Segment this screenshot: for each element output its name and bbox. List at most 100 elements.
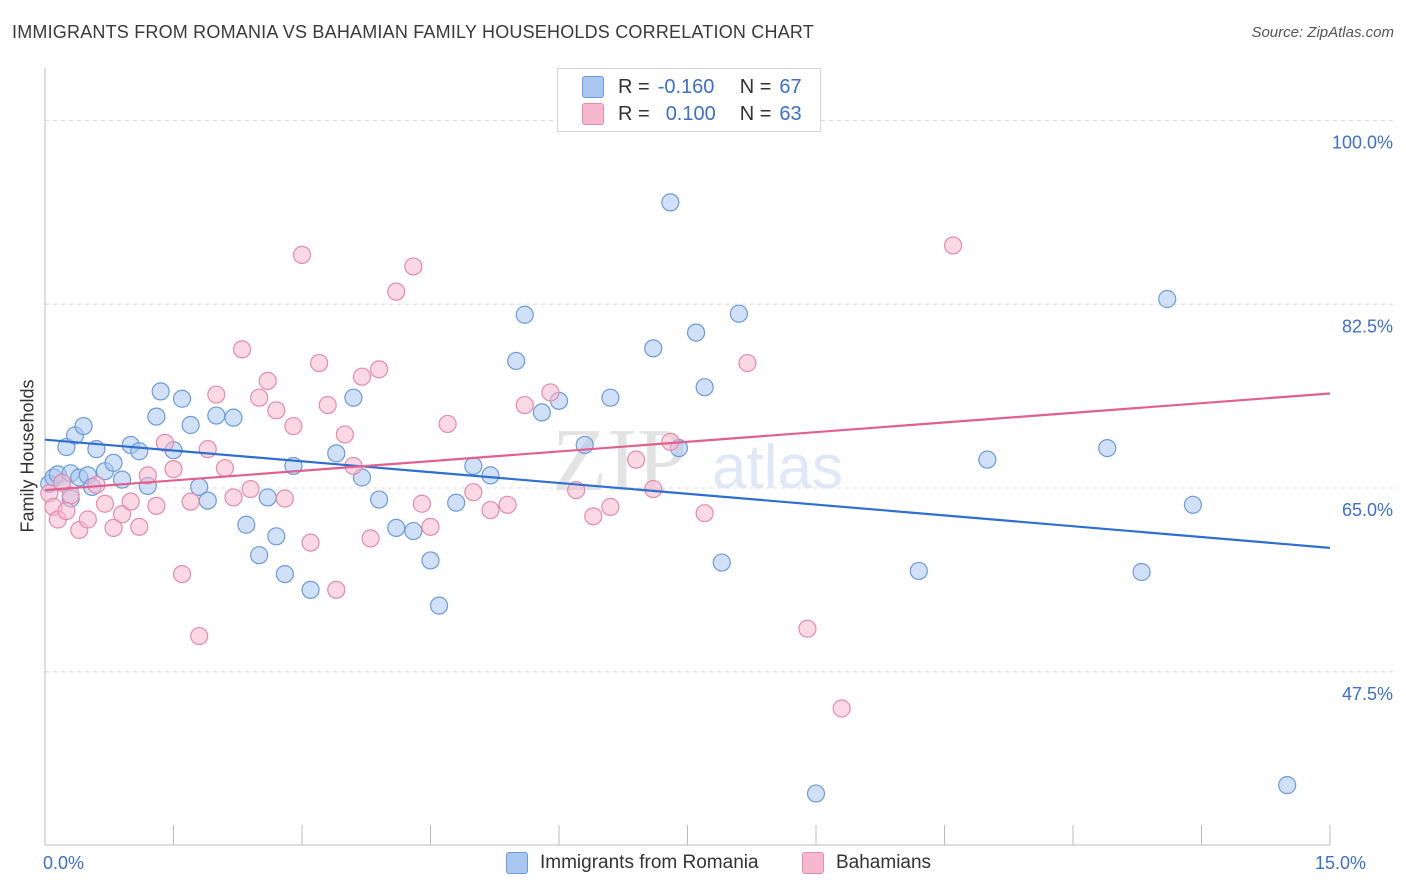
point-bahamians bbox=[207, 385, 226, 404]
chart-source: Source: ZipAtlas.com bbox=[1251, 24, 1394, 41]
legend-r-value: 0.100 bbox=[665, 102, 716, 125]
point-bahamians bbox=[626, 450, 646, 469]
point-bahamians bbox=[310, 353, 329, 373]
point-bahamians bbox=[798, 619, 817, 638]
point-bahamians bbox=[318, 395, 337, 415]
point-bahamians bbox=[284, 416, 303, 436]
point-bahamians bbox=[644, 479, 663, 499]
point-bahamians bbox=[95, 494, 115, 513]
point-bahamians bbox=[57, 502, 76, 521]
bottom-legend-label-bahamians: Bahamians bbox=[836, 852, 932, 873]
point-bahamians bbox=[138, 466, 157, 485]
point-romania bbox=[1183, 495, 1203, 514]
point-romania bbox=[532, 403, 551, 422]
point-bahamians bbox=[155, 433, 175, 452]
x-tick-label: 0.0% bbox=[43, 853, 84, 873]
point-romania bbox=[267, 527, 286, 546]
legend-n-value: 63 bbox=[779, 102, 802, 125]
point-bahamians bbox=[438, 414, 457, 434]
point-romania bbox=[301, 580, 320, 599]
axes bbox=[44, 68, 1331, 846]
legend-r-label: R = bbox=[618, 102, 650, 125]
point-romania bbox=[237, 515, 256, 534]
point-romania bbox=[601, 388, 620, 407]
point-bahamians bbox=[215, 458, 234, 478]
point-romania bbox=[224, 408, 243, 427]
point-bahamians bbox=[464, 483, 483, 502]
trend-line-bahamians bbox=[44, 392, 1331, 492]
y-tick-label: 47.5% bbox=[1342, 684, 1393, 704]
legend-row-bahamians: R = 0.100 N = 63 bbox=[582, 101, 802, 127]
y-tick-label: 82.5% bbox=[1342, 316, 1393, 336]
point-bahamians bbox=[541, 383, 560, 402]
point-bahamians bbox=[370, 360, 389, 379]
point-bahamians bbox=[78, 510, 97, 529]
point-bahamians bbox=[515, 395, 534, 415]
point-bahamians bbox=[232, 340, 252, 359]
point-romania bbox=[74, 416, 93, 436]
point-romania bbox=[387, 518, 406, 538]
point-bahamians bbox=[258, 371, 277, 390]
point-bahamians bbox=[738, 353, 757, 373]
point-bahamians bbox=[412, 494, 432, 513]
point-romania bbox=[729, 304, 749, 323]
point-bahamians bbox=[164, 460, 183, 479]
point-romania bbox=[464, 456, 483, 476]
point-bahamians bbox=[301, 533, 320, 552]
point-bahamians bbox=[172, 564, 192, 584]
tick-labels: 100.0% 82.5% 65.0% 47.5% 0.0% 15.0% bbox=[43, 133, 1393, 874]
point-bahamians bbox=[292, 245, 312, 264]
point-romania bbox=[695, 378, 714, 397]
point-bahamians bbox=[335, 425, 354, 444]
point-bahamians bbox=[481, 500, 500, 520]
x-tick-label: 15.0% bbox=[1315, 853, 1366, 873]
point-bahamians bbox=[352, 367, 372, 386]
point-bahamians bbox=[147, 496, 166, 515]
point-romania bbox=[1132, 562, 1151, 582]
point-romania bbox=[172, 389, 192, 408]
point-bahamians bbox=[224, 488, 243, 507]
legend-swatch-bahamians bbox=[582, 103, 604, 125]
point-romania bbox=[1158, 289, 1177, 309]
bottom-legend-swatch-bahamians bbox=[802, 852, 824, 874]
bottom-legend-bahamians: Bahamians bbox=[802, 852, 931, 874]
point-romania bbox=[404, 521, 423, 541]
legend-n-label: N = bbox=[739, 75, 772, 98]
point-romania bbox=[909, 561, 928, 581]
y-axis-title: Family Households bbox=[17, 379, 38, 533]
point-bahamians bbox=[695, 504, 714, 523]
point-bahamians bbox=[584, 507, 603, 526]
correlation-legend: R = -0.160 N = 67 R = 0.100 N = 63 bbox=[557, 68, 821, 132]
point-romania bbox=[104, 453, 123, 472]
point-bahamians bbox=[241, 479, 260, 499]
point-romania bbox=[207, 406, 226, 425]
legend-r-value: -0.160 bbox=[657, 75, 715, 98]
point-bahamians bbox=[387, 282, 406, 301]
point-bahamians bbox=[112, 505, 132, 524]
point-romania bbox=[644, 339, 663, 358]
point-bahamians bbox=[267, 401, 286, 420]
point-romania bbox=[258, 488, 277, 507]
point-bahamians bbox=[275, 489, 294, 508]
bottom-legend-romania: Immigrants from Romania bbox=[506, 852, 759, 874]
legend-swatch-romania bbox=[582, 76, 604, 98]
trend-line-romania bbox=[44, 438, 1331, 549]
point-romania bbox=[198, 491, 217, 510]
point-romania bbox=[661, 193, 680, 212]
point-romania bbox=[370, 490, 389, 509]
point-romania bbox=[130, 442, 149, 461]
point-bahamians bbox=[601, 497, 620, 516]
point-romania bbox=[481, 466, 500, 485]
point-romania bbox=[344, 388, 363, 407]
point-romania bbox=[515, 305, 534, 324]
point-bahamians bbox=[190, 626, 209, 646]
point-bahamians bbox=[53, 473, 72, 492]
point-bahamians bbox=[421, 517, 440, 536]
point-romania bbox=[806, 784, 826, 803]
point-bahamians bbox=[404, 257, 423, 276]
y-tick-label: 65.0% bbox=[1342, 500, 1393, 520]
point-romania bbox=[1098, 439, 1117, 458]
point-bahamians bbox=[121, 492, 140, 511]
point-bahamians bbox=[832, 699, 851, 718]
